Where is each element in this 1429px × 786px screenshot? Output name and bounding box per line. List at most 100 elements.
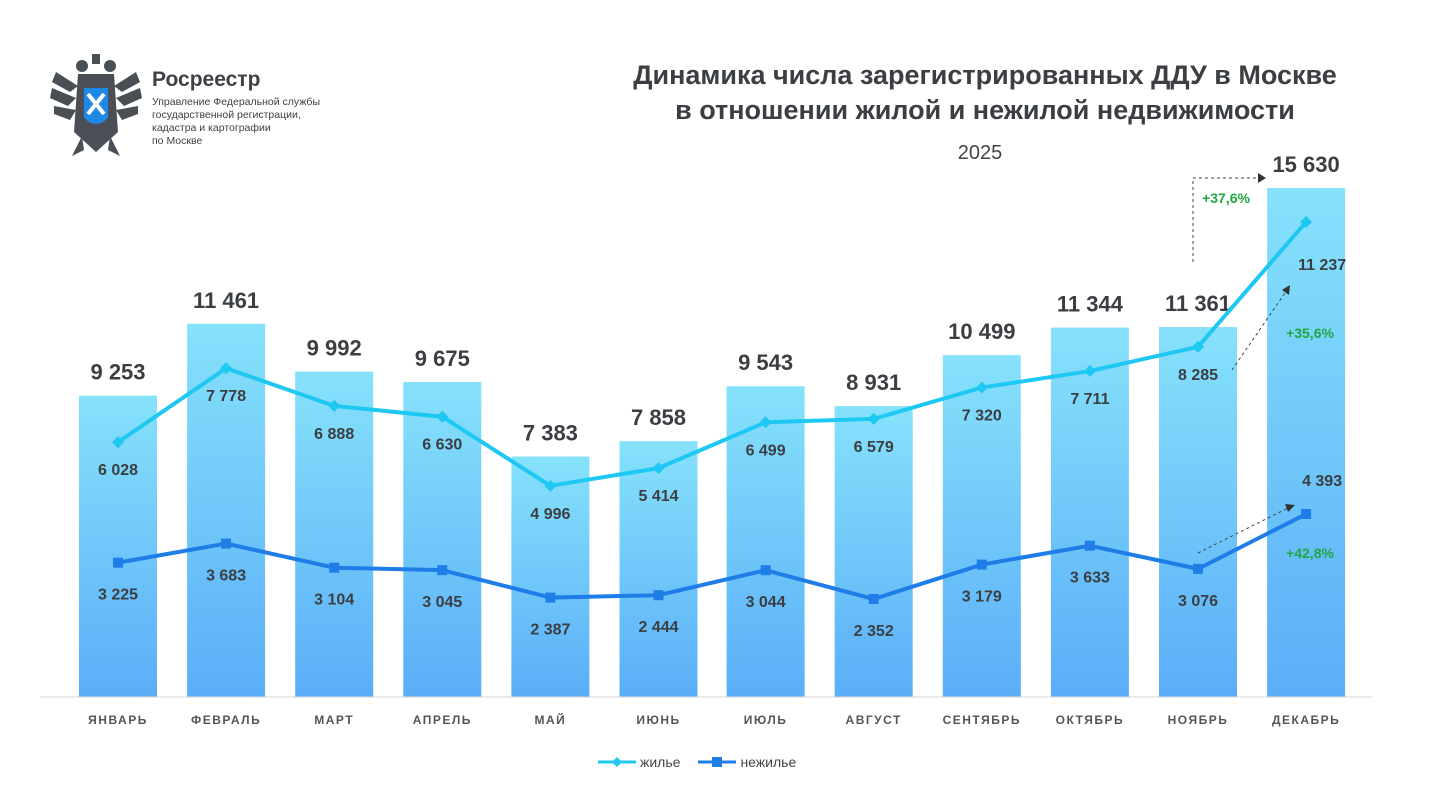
- bar: [1267, 188, 1346, 697]
- data-label: 8 285: [1178, 367, 1218, 384]
- point-marker-residential: [1300, 216, 1313, 228]
- x-tick-label: ОКТЯБРЬ: [1056, 713, 1125, 727]
- bar-total-label: 15 630: [1272, 152, 1339, 177]
- series-line-residential: [116, 220, 1308, 488]
- data-label: 6 028: [98, 462, 138, 479]
- point-marker-residential: [759, 416, 772, 429]
- chart-year: 2025: [957, 142, 1003, 164]
- data-label: 3 076: [1178, 593, 1218, 610]
- bar-total-label: 8 931: [846, 370, 901, 395]
- data-label: 2 352: [854, 623, 894, 640]
- x-tick-label: МАРТ: [314, 713, 354, 727]
- bar: [942, 355, 1021, 697]
- bar-total-label: 10 499: [948, 319, 1015, 344]
- point-marker-nonresidential: [1301, 509, 1312, 519]
- arrow-head-icon: [1258, 173, 1266, 183]
- data-label: 6 499: [746, 442, 786, 459]
- bar: [1159, 327, 1237, 697]
- logo-subtitle-line: государственной регистрации,: [152, 109, 301, 121]
- bar-total-label: 9 675: [415, 346, 470, 371]
- bar: [834, 406, 913, 697]
- arrow-head-icon: [1282, 285, 1290, 295]
- point-marker-residential: [975, 381, 988, 394]
- data-label: 2 444: [638, 619, 678, 636]
- logo-subtitle: Управление Федеральной службы государств…: [152, 96, 362, 148]
- data-label: 3 633: [1070, 570, 1110, 587]
- data-label: 3 179: [962, 589, 1002, 606]
- point-marker-nonresidential: [113, 557, 123, 568]
- point-marker-nonresidential: [1084, 540, 1095, 551]
- data-label: 6 630: [422, 437, 462, 454]
- bar: [1050, 327, 1129, 697]
- data-label: 2 387: [530, 622, 570, 639]
- growth-arrow-nonresidential: [1197, 506, 1291, 554]
- chart-title-line: в отношении жилой и нежилой недвижимости: [675, 95, 1295, 125]
- point-marker-nonresidential: [653, 590, 664, 601]
- legend-label-residential: жилье: [640, 754, 681, 770]
- bar: [511, 456, 590, 697]
- x-tick-label: ЯНВАРЬ: [88, 713, 148, 727]
- growth-label-nonresidential: +42,8%: [1286, 545, 1334, 561]
- bar-total-label: 11 344: [1057, 292, 1124, 317]
- legend-item-residential: жилье: [598, 754, 680, 770]
- chart-title: Динамика числа зарегистрированных ДДУ в …: [560, 58, 1410, 128]
- point-marker-nonresidential: [760, 565, 771, 576]
- logo-subtitle-line: кадастра и картографии: [152, 122, 271, 134]
- point-marker-residential: [652, 462, 665, 475]
- data-label: 6 888: [314, 426, 354, 443]
- point-marker-nonresidential: [868, 594, 879, 605]
- x-tick-label: ФЕВРАЛЬ: [191, 713, 261, 727]
- x-tick-label: ДЕКАБРЬ: [1272, 713, 1340, 727]
- bar-total-label: 9 253: [90, 360, 145, 385]
- bar-total-label: 11 461: [193, 288, 259, 313]
- point-marker-residential: [1083, 365, 1096, 378]
- data-label: 4 393: [1302, 473, 1342, 490]
- bar-total-label: 11 361: [1165, 291, 1231, 316]
- chart-title-line: Динамика числа зарегистрированных ДДУ в …: [633, 60, 1337, 90]
- data-label: 3 045: [422, 594, 462, 611]
- point-marker-nonresidential: [221, 538, 232, 549]
- rosreestr-logo: Росреестр Управление Федеральной службы …: [48, 52, 358, 162]
- growth-label-residential: +35,6%: [1286, 325, 1334, 341]
- series-line-nonresidential: [117, 512, 1308, 602]
- legend: жилье нежилье: [598, 752, 796, 772]
- point-marker-nonresidential: [437, 565, 448, 576]
- data-label: 7 320: [962, 408, 1002, 425]
- bar-total-label: 9 543: [738, 350, 793, 375]
- growth-arrow-residential: [1231, 289, 1288, 371]
- point-marker-residential: [544, 479, 557, 492]
- logo-name: Росреестр: [152, 68, 261, 91]
- point-marker-nonresidential: [1193, 563, 1203, 574]
- eagle-emblem-icon: [50, 54, 142, 156]
- data-label: 7 778: [206, 388, 246, 405]
- bar-total-label: 7 383: [523, 421, 578, 446]
- data-label: 5 414: [638, 488, 678, 505]
- logo-subtitle-line: по Москве: [152, 135, 203, 147]
- x-tick-label: ИЮЛЬ: [744, 713, 788, 727]
- data-label: 7 711: [1070, 391, 1109, 408]
- growth-label-total: +37,6%: [1202, 190, 1250, 206]
- arrow-head-icon: [1285, 504, 1295, 512]
- data-label: 4 996: [530, 506, 570, 523]
- point-marker-nonresidential: [329, 562, 340, 573]
- bar: [295, 371, 374, 697]
- data-label: 11 237: [1298, 257, 1346, 274]
- bar-total-label: 9 992: [307, 336, 362, 361]
- legend-label-nonresidential: нежилье: [740, 754, 797, 770]
- data-label: 3 104: [314, 592, 354, 609]
- data-label: 6 579: [854, 439, 894, 456]
- legend-item-nonresidential: нежилье: [698, 754, 796, 770]
- logo-subtitle-line: Управление Федеральной службы: [152, 96, 320, 108]
- bar-total-label: 7 858: [631, 405, 686, 430]
- x-tick-label: НОЯБРЬ: [1168, 713, 1229, 727]
- data-label: 3 683: [206, 568, 246, 585]
- growth-arrow-total: [1192, 177, 1262, 262]
- x-tick-label: ИЮНЬ: [636, 713, 680, 727]
- point-marker-nonresidential: [976, 559, 987, 570]
- x-tick-label: АВГУСТ: [846, 713, 902, 727]
- x-tick-label: АПРЕЛЬ: [413, 713, 472, 727]
- bar: [403, 381, 482, 697]
- point-marker-residential: [220, 362, 233, 375]
- bar: [726, 386, 805, 697]
